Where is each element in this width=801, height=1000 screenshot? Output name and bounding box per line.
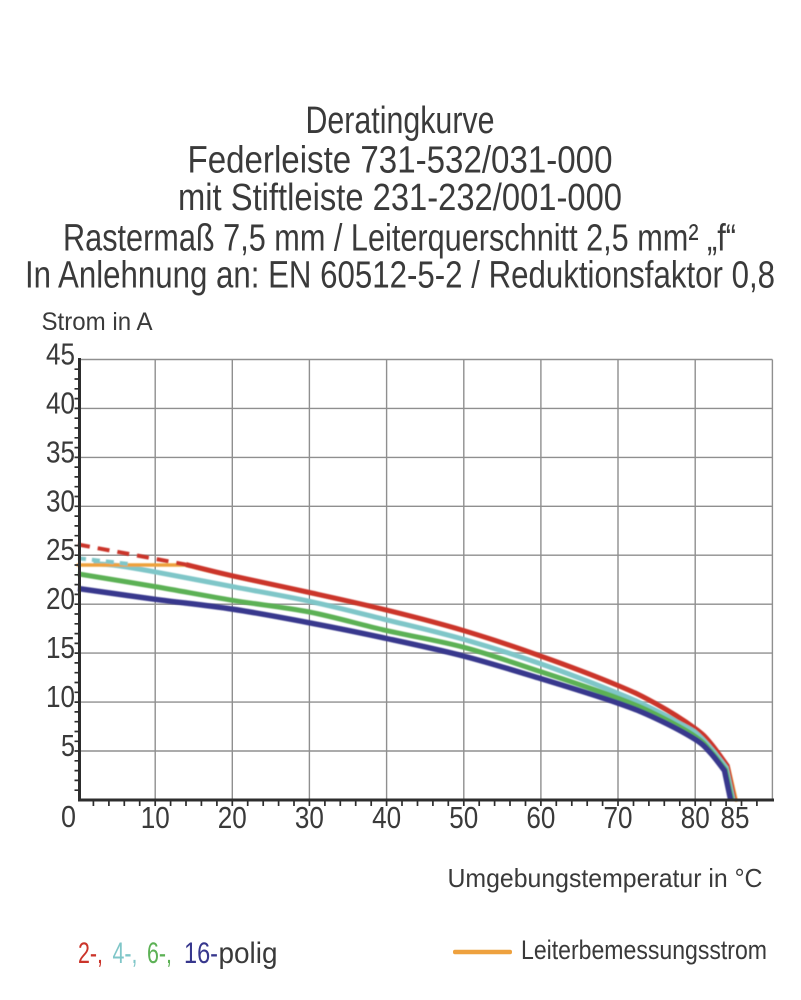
svg-text:Strom in A: Strom in A xyxy=(42,308,153,336)
svg-text:60: 60 xyxy=(526,800,555,835)
svg-text:mit Stiftleiste 231-232/001-00: mit Stiftleiste 231-232/001-000 xyxy=(178,177,622,219)
svg-text:4-,: 4-, xyxy=(113,937,138,970)
svg-text:10: 10 xyxy=(46,679,75,714)
svg-text:40: 40 xyxy=(372,800,401,835)
svg-text:45: 45 xyxy=(46,337,75,372)
svg-text:16-: 16- xyxy=(184,937,218,970)
svg-text:10: 10 xyxy=(141,800,170,835)
svg-text:40: 40 xyxy=(46,385,75,420)
svg-text:20: 20 xyxy=(46,581,75,616)
svg-text:20: 20 xyxy=(218,800,247,835)
svg-text:Rastermaß 7,5 mm / Leiterquers: Rastermaß 7,5 mm / Leiterquerschnitt 2,5… xyxy=(63,218,736,260)
svg-text:Leiterbemessungsstrom: Leiterbemessungsstrom xyxy=(521,935,767,965)
svg-text:80: 80 xyxy=(681,800,710,835)
svg-text:25: 25 xyxy=(46,532,75,567)
svg-text:2-,: 2-, xyxy=(78,937,103,970)
svg-text:30: 30 xyxy=(46,483,75,518)
svg-text:85: 85 xyxy=(721,800,750,835)
svg-text:polig: polig xyxy=(219,937,278,970)
svg-text:Deratingkurve: Deratingkurve xyxy=(306,100,495,142)
svg-text:Umgebungstemperatur in °C: Umgebungstemperatur in °C xyxy=(448,863,763,893)
svg-text:0: 0 xyxy=(61,799,76,834)
svg-text:15: 15 xyxy=(46,630,75,665)
svg-text:30: 30 xyxy=(295,800,324,835)
svg-text:5: 5 xyxy=(61,728,75,763)
svg-text:In Anlehnung an: EN 60512-5-2: In Anlehnung an: EN 60512-5-2 / Reduktio… xyxy=(25,255,775,297)
svg-text:6-,: 6-, xyxy=(147,937,172,970)
svg-text:70: 70 xyxy=(604,800,633,835)
svg-text:35: 35 xyxy=(46,434,75,469)
svg-text:Federleiste 731-532/031-000: Federleiste 731-532/031-000 xyxy=(188,140,613,182)
svg-text:50: 50 xyxy=(449,800,478,835)
